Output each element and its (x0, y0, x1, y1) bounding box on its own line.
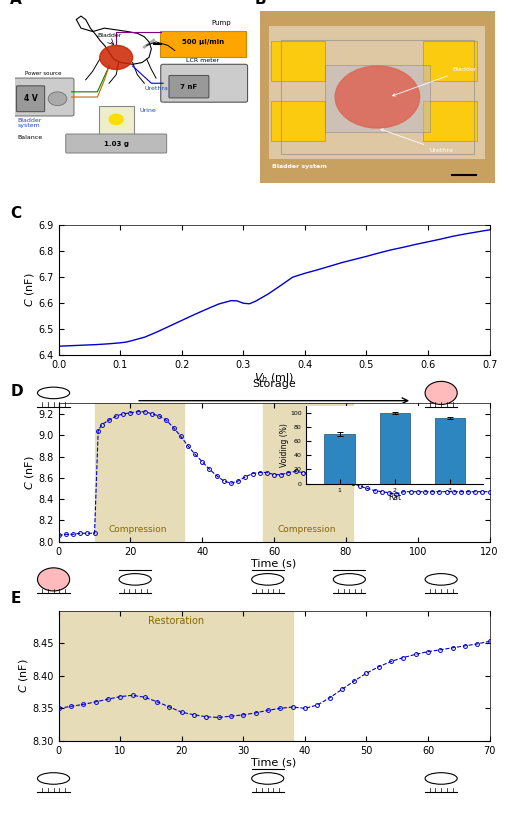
Bar (59, 611, 292, 741)
Text: Pump: Pump (211, 20, 231, 26)
Y-axis label: $C$ (nF): $C$ (nF) (22, 273, 36, 307)
Ellipse shape (251, 773, 283, 785)
Text: Compression: Compression (277, 525, 335, 534)
Ellipse shape (425, 574, 457, 585)
Text: D: D (10, 384, 23, 399)
Ellipse shape (251, 574, 283, 585)
FancyBboxPatch shape (16, 86, 45, 112)
FancyBboxPatch shape (260, 11, 494, 183)
Text: LCR meter: LCR meter (186, 58, 219, 62)
FancyBboxPatch shape (159, 31, 246, 56)
Text: 500 μl/min: 500 μl/min (182, 39, 223, 45)
Text: Bladder system: Bladder system (271, 164, 326, 169)
FancyBboxPatch shape (13, 78, 74, 116)
Text: Balance: Balance (18, 135, 43, 140)
Text: 7 nF: 7 nF (180, 84, 197, 90)
Ellipse shape (119, 574, 151, 585)
Ellipse shape (425, 773, 457, 785)
Circle shape (109, 114, 123, 124)
FancyBboxPatch shape (422, 102, 476, 141)
Circle shape (100, 45, 132, 70)
Text: Power source: Power source (25, 71, 62, 76)
FancyBboxPatch shape (324, 66, 430, 133)
Text: 4 V: 4 V (23, 94, 37, 103)
Text: A: A (10, 0, 22, 7)
FancyBboxPatch shape (270, 102, 324, 141)
Ellipse shape (333, 574, 364, 585)
FancyBboxPatch shape (160, 65, 247, 102)
X-axis label: $\mathit{V}_b$ (ml): $\mathit{V}_b$ (ml) (253, 371, 294, 386)
FancyBboxPatch shape (66, 134, 166, 153)
FancyBboxPatch shape (422, 41, 476, 81)
FancyBboxPatch shape (269, 26, 485, 159)
Text: E: E (10, 591, 20, 606)
Text: Compression: Compression (108, 525, 166, 534)
FancyBboxPatch shape (270, 41, 324, 81)
Ellipse shape (38, 773, 69, 785)
Text: Urethra: Urethra (144, 86, 168, 91)
X-axis label: Time (s): Time (s) (251, 757, 296, 767)
Text: Storage: Storage (252, 379, 295, 389)
Text: Urine: Urine (139, 108, 156, 113)
Text: Bladder: Bladder (392, 67, 476, 96)
Y-axis label: $C$ (nF): $C$ (nF) (22, 455, 36, 490)
FancyBboxPatch shape (98, 107, 133, 136)
Text: C: C (10, 206, 21, 221)
Y-axis label: $C$ (nF): $C$ (nF) (16, 659, 30, 693)
Circle shape (334, 66, 419, 128)
Bar (263, 403, 352, 542)
Text: Urethra: Urethra (380, 129, 452, 153)
Bar (94, 403, 184, 542)
Ellipse shape (425, 381, 457, 404)
Text: Restoration: Restoration (147, 616, 203, 626)
Text: 1.03 g: 1.03 g (103, 140, 128, 146)
Ellipse shape (38, 387, 69, 399)
Text: Bladder: Bladder (97, 34, 121, 39)
Circle shape (48, 92, 67, 106)
Text: B: B (254, 0, 266, 7)
Ellipse shape (38, 568, 69, 591)
Text: Bladder
system: Bladder system (18, 118, 42, 129)
X-axis label: Time (s): Time (s) (251, 558, 296, 568)
FancyBboxPatch shape (168, 76, 209, 98)
